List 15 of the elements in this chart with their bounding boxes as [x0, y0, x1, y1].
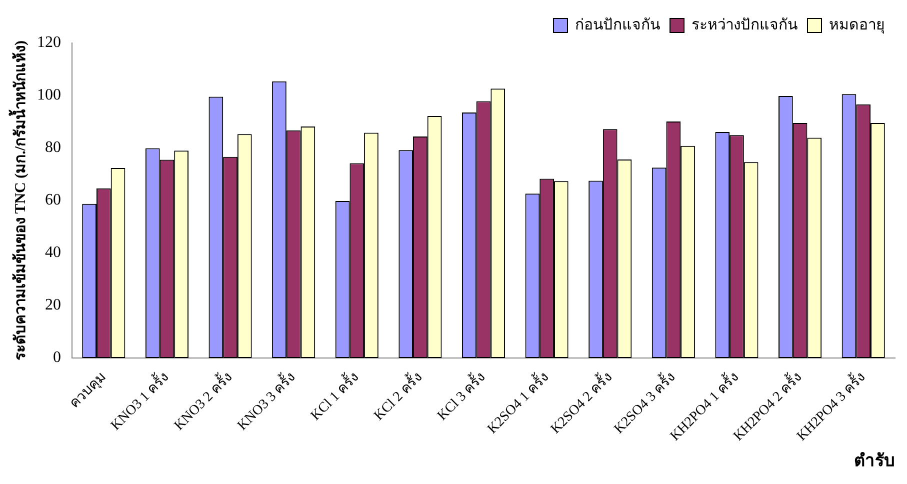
y-tick-label: 80 [45, 139, 61, 156]
y-tick-label: 0 [53, 349, 61, 366]
y-axis-title: ระดับความเข้มข้นของ TNC (มก./กรัมน้ำหนักแห้ง) [8, 40, 29, 361]
y-tick-label: 40 [45, 244, 61, 262]
legend-label: ก่อนปักแจกัน [575, 15, 660, 34]
y-tick-label: 100 [37, 86, 61, 104]
x-tick-label: KCl 3 ครั้ง [432, 366, 489, 424]
y-tick-label: 120 [37, 34, 61, 52]
y-tick-label: 60 [45, 192, 61, 209]
legend-label: หมดอายุ [829, 15, 885, 34]
x-tick-label: KCl 1 ครั้ง [306, 366, 362, 424]
legend-label: ระหว่างปักแจกัน [692, 15, 798, 34]
x-tick-label: KCl 2 ครั้ง [368, 366, 426, 424]
x-axis-title: ตำรับ [854, 451, 895, 470]
y-tick-label: 20 [45, 296, 61, 314]
